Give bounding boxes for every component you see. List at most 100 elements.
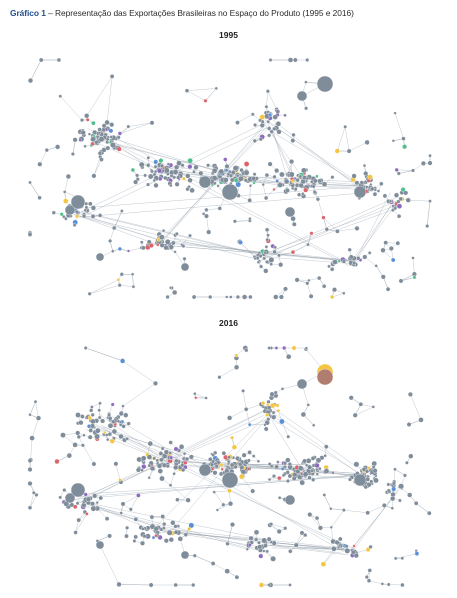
product-node: [140, 540, 145, 546]
panel-year-2016: 2016: [219, 318, 238, 328]
product-node: [403, 190, 409, 196]
product-node: [174, 231, 179, 236]
product-node: [133, 534, 138, 540]
product-node: [301, 192, 305, 196]
product-node: [90, 412, 95, 417]
product-node: [94, 140, 99, 145]
product-node: [300, 411, 307, 418]
product-node: [217, 375, 222, 380]
product-node: [75, 430, 81, 436]
product-node: [288, 583, 292, 587]
product-node: [329, 525, 333, 529]
product-node: [315, 174, 319, 178]
network-edge: [93, 159, 102, 176]
product-node: [159, 163, 165, 168]
product-node: [269, 464, 274, 468]
product-node: [152, 178, 156, 183]
product-node: [107, 416, 113, 421]
product-node: [272, 114, 278, 120]
product-node: [142, 534, 147, 539]
product-node: [238, 175, 244, 182]
network-edge: [259, 200, 397, 262]
product-node: [111, 428, 118, 435]
network-edge: [309, 514, 321, 529]
product-node: [383, 240, 388, 245]
product-node: [187, 157, 193, 164]
product-node: [120, 358, 126, 364]
product-node: [177, 536, 183, 542]
product-node: [273, 245, 277, 250]
product-node: [204, 213, 209, 219]
product-node: [337, 259, 341, 263]
network-edge: [268, 404, 369, 476]
product-node: [295, 469, 301, 474]
network-edge: [265, 544, 348, 556]
product-node: [277, 182, 283, 188]
product-node: [291, 476, 297, 481]
product-node: [117, 283, 122, 288]
product-node: [425, 224, 430, 228]
network-edge: [86, 125, 271, 215]
product-node: [315, 457, 322, 464]
network-edge: [87, 128, 350, 267]
product-node: [161, 169, 165, 173]
network-edge: [119, 122, 153, 134]
product-node: [83, 492, 88, 497]
product-node: [176, 160, 182, 166]
product-node: [184, 88, 190, 93]
product-node: [286, 434, 291, 439]
product-node: [272, 187, 276, 192]
product-node: [348, 477, 352, 482]
product-node: [65, 173, 71, 180]
product-node: [393, 467, 397, 472]
network-edge: [82, 445, 95, 465]
product-node: [140, 455, 147, 462]
product-node: [235, 120, 240, 125]
product-node: [153, 159, 159, 165]
product-node: [250, 488, 256, 494]
product-node: [276, 529, 282, 534]
product-node: [269, 540, 273, 544]
network-edge: [29, 494, 37, 508]
product-node: [274, 464, 279, 470]
product-node: [173, 250, 177, 254]
product-node: [223, 177, 229, 183]
product-node: [273, 294, 279, 300]
product-node: [364, 575, 369, 580]
product-node: [284, 494, 296, 506]
product-node: [73, 530, 78, 535]
product-node: [188, 522, 195, 529]
product-node: [371, 405, 375, 409]
product-node: [159, 234, 165, 240]
product-node: [85, 117, 90, 122]
network-edge: [349, 142, 368, 152]
product-node: [132, 539, 137, 543]
product-node: [288, 549, 293, 554]
product-node: [72, 442, 78, 448]
product-node: [104, 119, 110, 126]
product-node: [56, 57, 62, 63]
product-node: [150, 169, 154, 174]
product-node: [316, 75, 334, 93]
product-node: [90, 423, 95, 429]
product-node: [398, 196, 403, 202]
product-node: [266, 119, 270, 124]
product-node: [78, 420, 84, 426]
product-node: [252, 172, 257, 177]
product-node: [98, 495, 104, 501]
product-node: [299, 530, 305, 536]
product-node: [396, 171, 401, 176]
product-node: [224, 168, 229, 172]
network-edge: [118, 126, 129, 138]
product-node: [334, 539, 340, 545]
product-node: [97, 131, 102, 135]
network-edge: [274, 542, 356, 551]
product-node: [334, 148, 340, 154]
product-node: [244, 407, 249, 412]
product-node: [112, 225, 117, 231]
product-node: [128, 507, 133, 512]
product-node: [118, 433, 124, 440]
product-node: [312, 178, 318, 184]
network-edge: [263, 208, 396, 258]
product-node: [80, 443, 85, 448]
